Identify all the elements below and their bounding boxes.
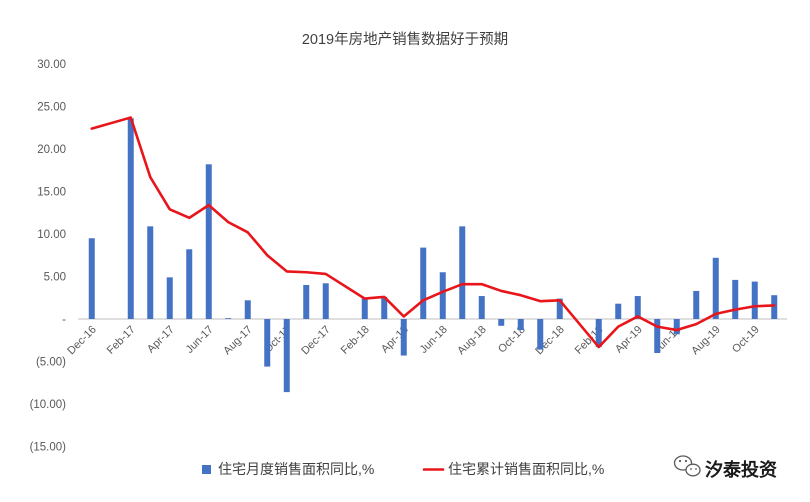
line-series bbox=[90, 116, 776, 349]
y-tick-label: 15.00 bbox=[37, 187, 66, 199]
bar bbox=[361, 298, 368, 319]
wechat-icon bbox=[673, 455, 701, 477]
bar bbox=[166, 277, 173, 319]
bar bbox=[283, 319, 290, 393]
bar bbox=[654, 319, 661, 353]
watermark: 汐泰投资 bbox=[673, 455, 777, 480]
bar bbox=[381, 296, 388, 319]
bar bbox=[88, 238, 95, 319]
y-tick-label: (15.00) bbox=[30, 442, 67, 454]
wechat-icon-eye bbox=[690, 468, 692, 470]
wechat-icon-bubble-small bbox=[685, 463, 701, 477]
y-axis: 30.00 25.00 20.00 15.00 10.00 5.00 - (5.00) (10.… bbox=[30, 59, 67, 454]
bar bbox=[478, 296, 485, 319]
y-tick-label: 5.00 bbox=[44, 272, 66, 284]
y-tick-label: 10.00 bbox=[37, 229, 66, 241]
bar bbox=[517, 319, 524, 331]
bar bbox=[127, 118, 134, 320]
bar bbox=[595, 319, 602, 348]
bar bbox=[264, 319, 271, 367]
bar bbox=[439, 272, 446, 319]
legend-label-bar: 住宅月度销售面积同比,% bbox=[218, 461, 374, 477]
y-tick-label: - bbox=[62, 314, 66, 326]
bar bbox=[186, 249, 193, 319]
series-line bbox=[90, 116, 776, 349]
bar-series bbox=[88, 118, 778, 393]
y-tick-label: 30.00 bbox=[37, 59, 66, 71]
bar bbox=[693, 290, 700, 319]
y-tick-label: (5.00) bbox=[36, 357, 66, 369]
bar bbox=[732, 279, 739, 319]
bar bbox=[615, 303, 622, 319]
bar bbox=[673, 319, 680, 335]
bar bbox=[537, 319, 544, 350]
bar bbox=[556, 298, 563, 319]
bar bbox=[205, 164, 212, 319]
bar bbox=[771, 295, 778, 319]
bar bbox=[459, 226, 466, 319]
bar bbox=[244, 300, 251, 319]
bar bbox=[400, 319, 407, 356]
y-tick-label: 20.00 bbox=[37, 144, 66, 156]
legend-label-line: 住宅累计销售面积同比,% bbox=[448, 461, 604, 477]
wechat-icon-eye bbox=[684, 459, 688, 463]
watermark-text: 汐泰投资 bbox=[705, 459, 777, 480]
bar bbox=[751, 281, 758, 319]
bar bbox=[420, 247, 427, 319]
y-tick-label: (10.00) bbox=[30, 399, 67, 411]
bar bbox=[712, 257, 719, 319]
bar bbox=[147, 226, 154, 319]
bar bbox=[303, 285, 310, 319]
bar bbox=[634, 296, 641, 319]
bar bbox=[322, 283, 329, 319]
wechat-icon-eye bbox=[678, 459, 682, 463]
chart-title: 2019年房地产销售数据好于预期 bbox=[302, 31, 508, 48]
bar bbox=[498, 319, 505, 326]
legend-swatch-bar bbox=[202, 465, 211, 474]
y-tick-label: 25.00 bbox=[37, 102, 66, 114]
legend: 住宅月度销售面积同比,% 住宅累计销售面积同比,% bbox=[202, 461, 604, 477]
wechat-icon-eye bbox=[695, 468, 697, 470]
bar bbox=[225, 318, 232, 319]
